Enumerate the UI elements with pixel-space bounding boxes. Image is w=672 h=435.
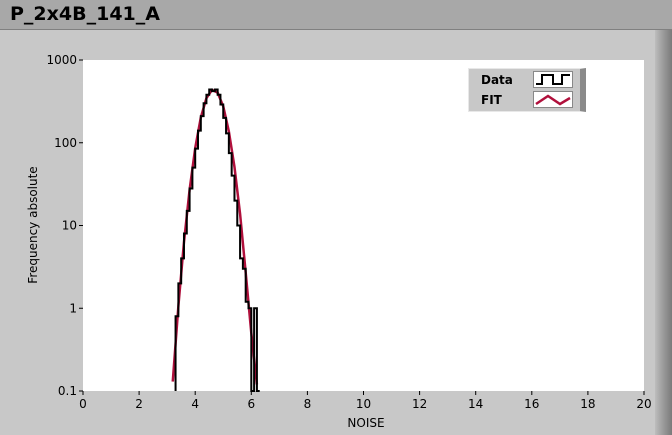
x-tick-label: 14 — [468, 397, 483, 411]
panel-edge — [655, 30, 672, 435]
legend-swatch-fit[interactable] — [533, 91, 573, 108]
window-title: P_2x4B_141_A — [10, 3, 160, 25]
x-tick-label: 8 — [304, 397, 312, 411]
x-tick-label: 16 — [524, 397, 539, 411]
x-tick-label: 12 — [412, 397, 427, 411]
x-tick-label: 18 — [580, 397, 595, 411]
y-axis-label: Frequency absolute — [26, 166, 40, 283]
y-tick-label: 10 — [62, 219, 77, 233]
legend-label-fit: FIT — [481, 93, 502, 107]
data-histogram — [174, 88, 260, 392]
x-axis-label: NOISE — [347, 416, 384, 430]
legend-swatch-data[interactable] — [533, 71, 573, 88]
legend: Data FIT — [468, 68, 586, 112]
x-tick-label: 10 — [356, 397, 371, 411]
y-tick-label: 1 — [69, 301, 77, 315]
y-tick-label: 100 — [54, 136, 77, 150]
x-tick-label: 6 — [247, 397, 255, 411]
title-bar: P_2x4B_141_A — [0, 0, 672, 30]
x-tick-label: 0 — [79, 397, 87, 411]
x-tick-label: 20 — [636, 397, 651, 411]
y-tick-label: 0.1 — [58, 384, 77, 398]
x-tick-label: 2 — [135, 397, 143, 411]
legend-label-data: Data — [481, 73, 513, 87]
x-tick-label: 4 — [191, 397, 199, 411]
y-tick-label: 1000 — [46, 53, 77, 67]
